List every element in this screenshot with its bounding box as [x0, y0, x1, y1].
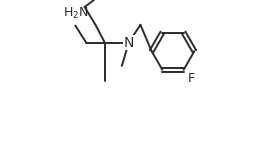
Text: F: F: [188, 72, 195, 85]
Text: H$_2$N: H$_2$N: [63, 6, 89, 21]
Text: N: N: [124, 36, 134, 50]
